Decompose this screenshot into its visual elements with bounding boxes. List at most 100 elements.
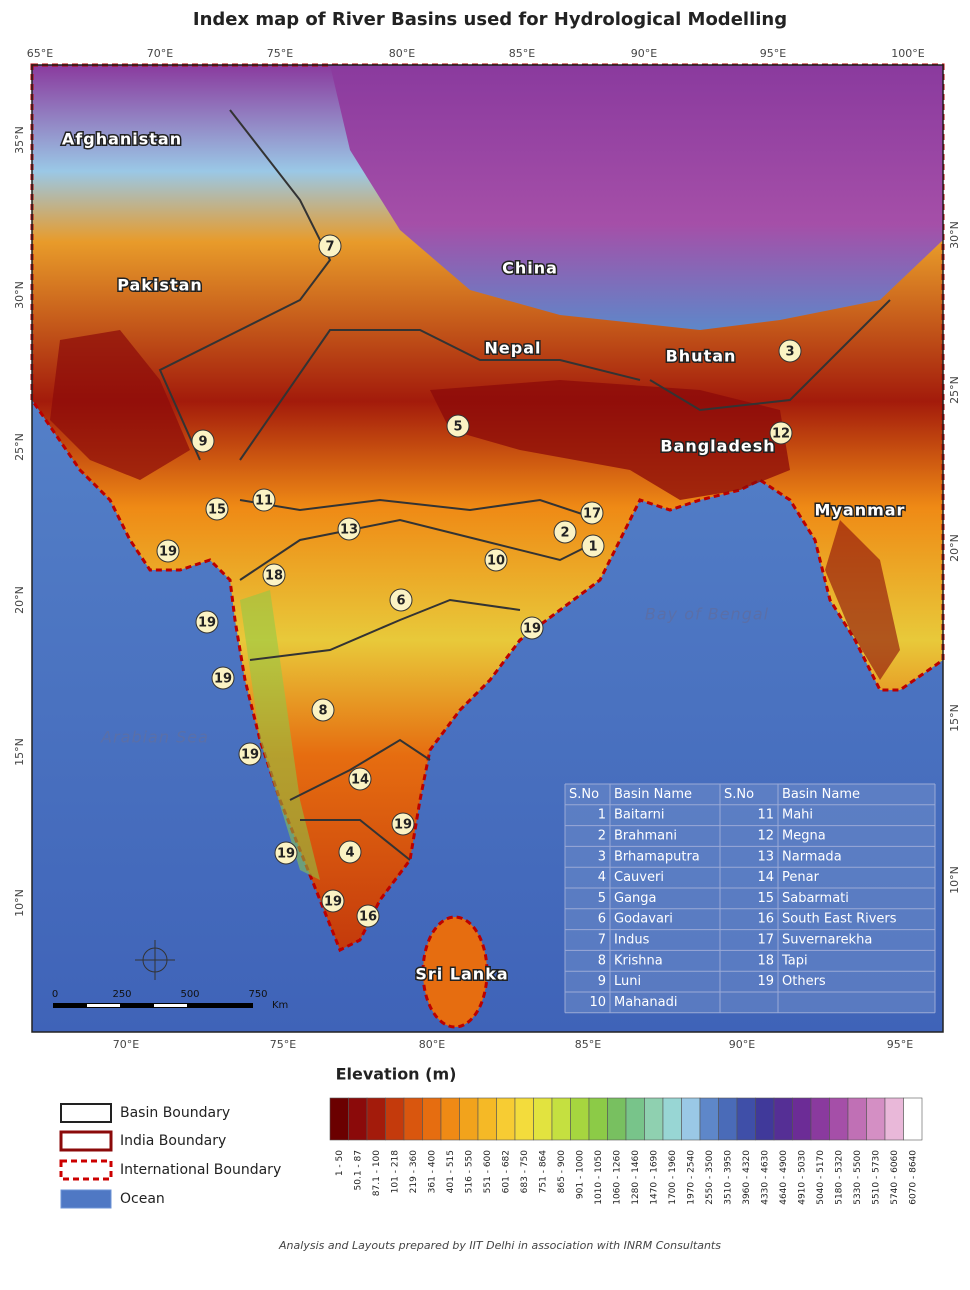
basin-marker — [580, 501, 604, 525]
sea-label: Bay of Bengal — [645, 605, 769, 624]
lat-label: 15°N — [13, 738, 26, 766]
elevation-label: 3960 - 4320 — [742, 1150, 752, 1205]
table-cell: 13 — [757, 849, 774, 864]
map-frame — [31, 64, 944, 1033]
basin-marker — [238, 742, 262, 766]
basin-number: 3 — [785, 345, 794, 360]
elevation-swatch — [422, 1097, 442, 1141]
basin-marker — [156, 539, 180, 563]
basin-number: 9 — [198, 435, 207, 450]
elevation-swatch — [403, 1097, 423, 1141]
table-header: S.No — [724, 787, 754, 802]
scale-bar — [53, 1003, 253, 1008]
basin-number: 6 — [396, 594, 405, 609]
scale-label: 750 — [248, 989, 267, 1000]
table-cell: 19 — [757, 974, 774, 989]
lon-label: 100°E — [891, 47, 924, 60]
legend-label: International Boundary — [120, 1162, 281, 1178]
table-cell: 15 — [757, 891, 774, 906]
lat-label: 30°N — [13, 281, 26, 309]
elevation-label: 87.1 - 100 — [372, 1150, 382, 1196]
legend-label: India Boundary — [120, 1133, 226, 1149]
legend-symbol — [60, 1103, 112, 1123]
western-ghats — [240, 590, 320, 880]
table-cell: 8 — [598, 953, 606, 968]
country-label: China — [502, 259, 558, 278]
elevation-swatch — [884, 1097, 904, 1141]
elevation-swatch — [866, 1097, 886, 1141]
map — [30, 63, 945, 1032]
basin-marker — [581, 534, 605, 558]
elevation-swatch — [625, 1097, 645, 1141]
elevation-swatch — [681, 1097, 701, 1141]
lon-label: 75°E — [270, 1038, 296, 1051]
lon-label: 75°E — [267, 47, 293, 60]
lat-label: 25°N — [13, 433, 26, 461]
lat-label: 25°N — [948, 376, 961, 404]
basin-number: 19 — [394, 818, 412, 833]
table-cell: Sabarmati — [782, 891, 849, 906]
elevation-swatch — [736, 1097, 756, 1141]
basin-number: 11 — [255, 494, 273, 509]
legend-label: Ocean — [120, 1191, 165, 1207]
myanmar-lowland — [825, 520, 900, 680]
table-cell: 4 — [598, 870, 606, 885]
elevation-label: 5040 - 5170 — [816, 1150, 826, 1205]
elevation-swatch — [459, 1097, 479, 1141]
table-cell: 2 — [598, 829, 606, 844]
table-cell: Megna — [782, 829, 826, 844]
basin-number: 12 — [772, 427, 790, 442]
compass — [135, 940, 175, 980]
scale-label: 0 — [52, 989, 58, 1000]
table-header: Basin Name — [782, 787, 860, 802]
table-cell: Mahi — [782, 808, 813, 823]
basin-number: 7 — [325, 240, 334, 255]
scale-label: 250 — [112, 989, 131, 1000]
elevation-swatch — [699, 1097, 719, 1141]
elevation-label: 361 - 400 — [427, 1150, 437, 1194]
legend-symbol — [59, 1130, 113, 1152]
elevation-label: 4910 - 5030 — [797, 1150, 807, 1205]
elevation-swatch — [329, 1097, 349, 1141]
basin-marker — [553, 520, 577, 544]
basin-marker — [389, 588, 413, 612]
elevation-label: 516 - 550 — [464, 1150, 474, 1194]
elevation-label: 3510 - 3950 — [723, 1150, 733, 1205]
basin-number: 2 — [560, 526, 569, 541]
elevation-label: 101 - 218 — [390, 1150, 400, 1194]
elevation-label: 4640 - 4900 — [779, 1150, 789, 1205]
table-cell: 17 — [757, 933, 774, 948]
basin-marker — [769, 421, 793, 445]
basin-marker — [321, 889, 345, 913]
elevation-label: 50.1 - 87 — [353, 1150, 363, 1190]
basin-marker — [484, 548, 508, 572]
elevation-swatch — [718, 1097, 738, 1141]
elevation-swatch — [773, 1097, 793, 1141]
title: Index map of River Basins used for Hydro… — [193, 9, 787, 30]
elevation-label: 2550 - 3500 — [705, 1150, 715, 1205]
elevation-swatch — [440, 1097, 460, 1141]
table-cell: 9 — [598, 974, 606, 989]
basin-number: 4 — [345, 846, 354, 861]
lon-label: 90°E — [631, 47, 657, 60]
elevation-swatch — [644, 1097, 664, 1141]
elevation-swatch — [348, 1097, 368, 1141]
elevation-label: 1700 - 1960 — [668, 1150, 678, 1205]
table-cell: Ganga — [614, 891, 657, 906]
table-header: S.No — [569, 787, 599, 802]
elevation-swatch — [588, 1097, 608, 1141]
table-cell: Brhamaputra — [614, 849, 700, 864]
table-header: Basin Name — [614, 787, 692, 802]
basin-number: 19 — [324, 895, 342, 910]
basin-number: 5 — [453, 420, 462, 435]
elevation-label: 1010 - 1050 — [594, 1150, 604, 1205]
sri-lanka — [421, 915, 489, 1029]
basin-number: 19 — [159, 545, 177, 560]
basin-number: 14 — [351, 773, 369, 788]
elevation-label: 4330 - 4630 — [760, 1150, 770, 1205]
sea-label: Arabian Sea — [100, 728, 209, 747]
table-cell: 14 — [757, 870, 774, 885]
table-cell: Indus — [614, 933, 650, 948]
lon-label: 80°E — [389, 47, 415, 60]
